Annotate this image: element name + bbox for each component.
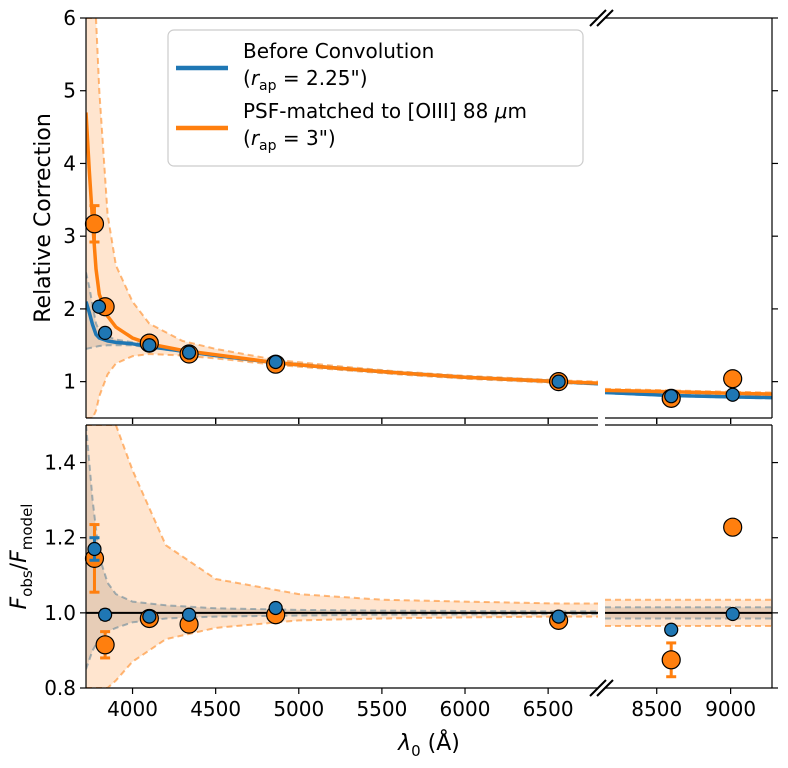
y-label-part: model [18,504,36,551]
data-point [98,325,113,341]
curve-group [605,390,772,400]
y-tick-label: 1 [63,370,76,394]
data-point [725,387,740,402]
legend-sub: ap [259,138,277,154]
y-tick-label: 5 [63,79,76,103]
data-point [661,650,681,670]
legend-r: r [251,66,261,90]
y-axis-label: Fobs/Fmodel [7,504,36,610]
legend-text: = 3") [277,126,336,150]
data-point [723,517,743,537]
series-line [605,388,772,396]
x-label-unit: (Å) [421,729,460,756]
legend-mu: μ [494,99,508,123]
y-tick-label: 1.2 [44,526,76,550]
data-point [551,374,566,389]
data-point [664,622,679,637]
x-tick-label: 5500 [356,697,407,721]
x-tick-label: 4000 [107,697,158,721]
x-tick-label: 9000 [705,697,756,721]
axis-break-mark [596,679,614,697]
confidence-band [86,425,598,688]
legend-text: ( [243,66,251,90]
data-point [723,369,743,389]
band-group [86,425,598,688]
data-point [181,607,197,622]
data-point [87,541,102,557]
x-tick-label: 5000 [273,697,324,721]
y-tick-label: 6 [63,6,76,30]
y-tick-label: 3 [63,224,76,248]
x-label-lambda: λ [397,731,411,756]
data-point [551,609,566,624]
series-line [605,390,772,400]
legend-label: PSF-matched to [OIII] 88 μm [243,99,527,123]
data-point [142,609,157,624]
legend-sub: ap [259,78,277,94]
legend-label-line2: (rap = 2.25") [243,66,368,94]
y-label-part: F [7,550,32,563]
x-tick-label: 8500 [631,697,682,721]
data-point [91,299,107,314]
legend: Before Convolution(rap = 2.25")PSF-match… [167,29,584,167]
y-tick-label: 4 [63,151,76,175]
curve-group [605,388,772,396]
x-tick-label: 6500 [523,697,574,721]
y-tick-label: 1.0 [44,601,76,625]
panel-bottom: 0.8 1.0 1.2 1.4 4000 4500 5000 5500 6000 6500 8500… [7,424,778,760]
y-tick-label: 0.8 [44,676,76,700]
x-label-sub: 0 [411,742,421,760]
legend-label-line2: (rap = 3") [243,126,336,154]
data-point [98,607,113,622]
axis-break-mark [596,9,614,27]
y-tick-label: 1.4 [44,451,76,475]
legend-text: = 2.25") [277,66,368,90]
axis-break-mark [589,9,607,27]
data-point [142,338,157,353]
legend-r: r [251,126,261,150]
band-edge-line [86,425,598,605]
x-axis-label: λ0 (Å) [397,729,460,760]
legend-text: m [507,99,526,123]
data-point [725,606,740,622]
y-label-part: obs [18,570,36,597]
y-tick-label: 2 [63,297,76,321]
data-point [268,600,283,616]
data-point [268,354,283,370]
x-tick-label: 4500 [190,697,241,721]
data-point [84,214,105,234]
y-label-part: / [7,562,32,570]
legend-text: PSF-matched to [OIII] 88 [243,99,495,123]
band-edge-line [86,352,598,418]
data-point [95,635,115,655]
data-point [181,345,197,360]
y-label-part: F [7,596,32,609]
legend-box [167,29,584,167]
legend-label: Before Convolution [243,39,434,63]
y-axis-label: Relative Correction [31,113,56,323]
legend-text: ( [243,126,251,150]
x-tick-label: 6000 [440,697,491,721]
data-point [664,389,679,404]
panel-top: 1 2 3 4 5 6 Relative Correction Before Convolut… [31,6,778,424]
axis-break-mark [589,679,607,697]
